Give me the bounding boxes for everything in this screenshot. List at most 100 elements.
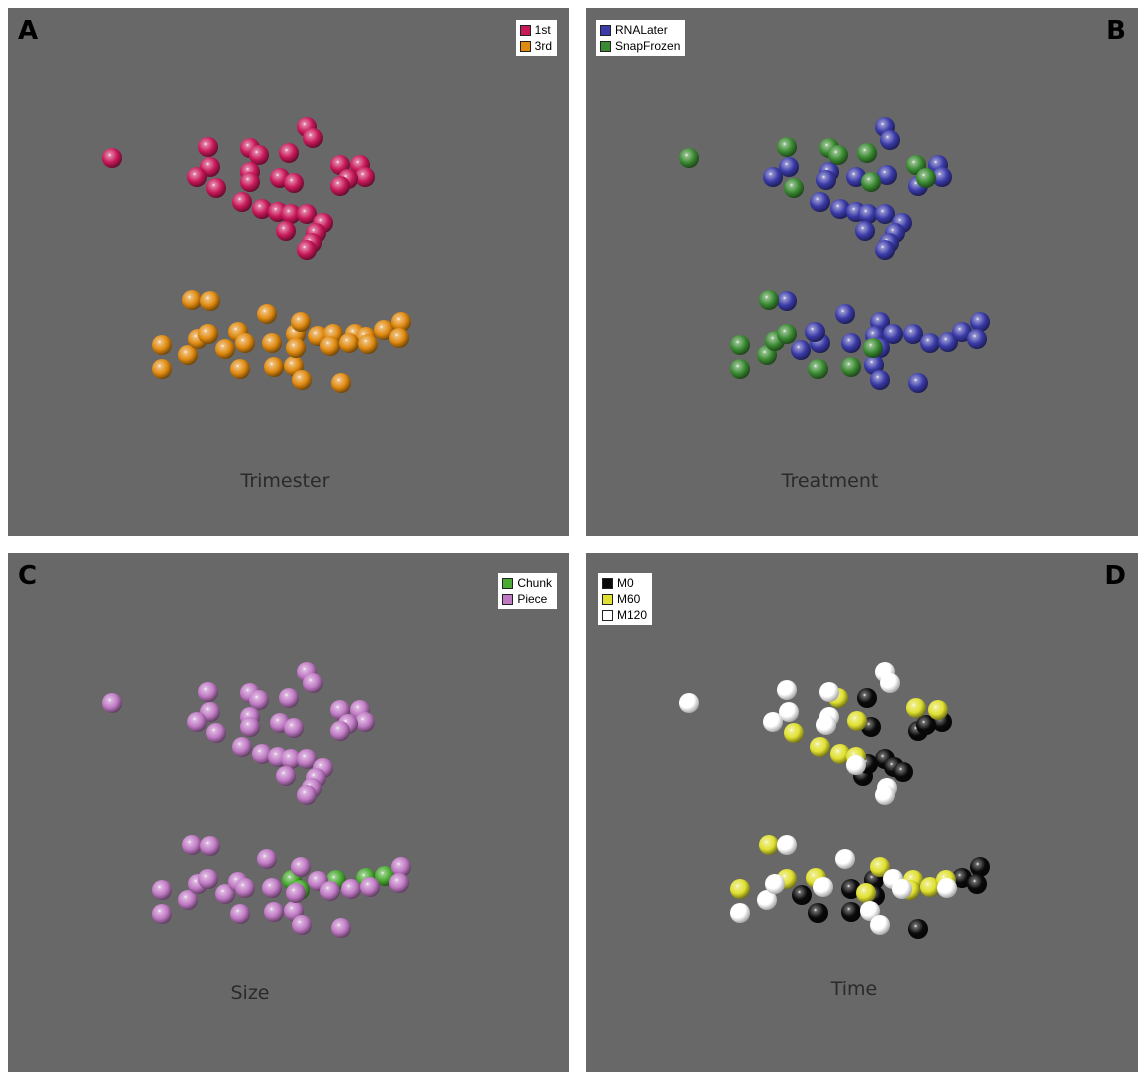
sphere-1st [284, 173, 304, 193]
sphere-3rd [198, 324, 218, 344]
sphere-1st [297, 204, 317, 224]
sphere-snapfrozen [916, 168, 936, 188]
sphere-piece [279, 688, 299, 708]
panel-caption: Size [230, 982, 270, 1004]
sphere-m0 [792, 885, 812, 905]
legend-swatch [502, 593, 514, 605]
sphere-snapfrozen [841, 357, 861, 377]
legend-swatch [602, 577, 613, 589]
sphere-3rd [358, 334, 378, 354]
legend-swatch [602, 593, 613, 605]
sphere-1st [303, 128, 323, 148]
sphere-rnalater [932, 167, 952, 187]
sphere-1st [276, 221, 296, 241]
sphere-rnalater [903, 324, 923, 344]
sphere-rnalater [858, 204, 878, 224]
sphere-piece [276, 766, 296, 786]
sphere-snapfrozen [730, 359, 750, 379]
sphere-3rd [257, 304, 277, 324]
sphere-rnalater [880, 130, 900, 150]
sphere-snapfrozen [861, 172, 881, 192]
sphere-3rd [200, 291, 220, 311]
sphere-piece [252, 744, 272, 764]
panel-caption: Trimester [240, 470, 330, 492]
sphere-3rd [235, 333, 255, 353]
panel-size: C Chunk Piece Size [8, 553, 569, 1072]
sphere-1st [249, 145, 269, 165]
sphere-rnalater [816, 170, 836, 190]
panel-letter: D [1104, 561, 1126, 591]
panel-time: D M0 M60 M120 Time [586, 553, 1138, 1072]
sphere-3rd [320, 336, 340, 356]
legend-label: M0 [617, 576, 634, 590]
sphere-piece [198, 682, 218, 702]
panel-caption: Time [830, 978, 878, 1000]
sphere-snapfrozen [777, 324, 797, 344]
sphere-rnalater [841, 333, 861, 353]
sphere-snapfrozen [784, 178, 804, 198]
legend-label: M120 [617, 608, 648, 622]
legend: 1st 3rd [515, 20, 557, 56]
sphere-3rd [286, 338, 306, 358]
sphere-m60 [847, 711, 867, 731]
sphere-rnalater [952, 322, 972, 342]
sphere-rnalater [763, 167, 783, 187]
sphere-3rd [152, 335, 172, 355]
sphere-m60 [759, 835, 779, 855]
sphere-m120 [765, 874, 785, 894]
sphere-1st [198, 137, 218, 157]
sphere-m120 [816, 715, 836, 735]
legend-item: SnapFrozen [600, 38, 680, 54]
legend-swatch [602, 609, 613, 621]
sphere-rnalater [970, 312, 990, 332]
legend-label: SnapFrozen [615, 39, 681, 53]
sphere-rnalater [835, 304, 855, 324]
sphere-piece [152, 880, 172, 900]
points-treatment [679, 117, 990, 393]
sphere-m120 [880, 673, 900, 693]
sphere-piece [102, 693, 122, 713]
legend-swatch [519, 24, 531, 36]
sphere-piece [178, 890, 198, 910]
legend-swatch [519, 40, 531, 52]
sphere-piece [284, 718, 304, 738]
legend-swatch [600, 40, 611, 52]
sphere-piece [240, 717, 260, 737]
sphere-m120 [679, 693, 699, 713]
sphere-1st [187, 167, 207, 187]
sphere-rnalater [870, 370, 890, 390]
points-time [679, 662, 990, 939]
sphere-piece [152, 904, 172, 924]
legend-item: M60 [602, 591, 647, 607]
sphere-piece [297, 785, 317, 805]
sphere-piece [206, 723, 226, 743]
sphere-3rd [391, 312, 411, 332]
legend-label: Piece [517, 592, 548, 606]
sphere-rnalater [810, 192, 830, 212]
sphere-m60 [810, 737, 830, 757]
sphere-rnalater [805, 322, 825, 342]
sphere-snapfrozen [777, 137, 797, 157]
sphere-snapfrozen [857, 143, 877, 163]
legend-swatch [600, 24, 611, 36]
sphere-1st [330, 176, 350, 196]
legend-label: RNALater [615, 23, 668, 37]
sphere-1st [232, 192, 252, 212]
sphere-piece [249, 690, 269, 710]
sphere-snapfrozen [759, 290, 779, 310]
sphere-3rd [389, 328, 409, 348]
sphere-piece [303, 673, 323, 693]
panel-letter: A [18, 16, 39, 46]
legend-item: RNALater [600, 22, 680, 38]
sphere-m120 [763, 712, 783, 732]
sphere-1st [297, 240, 317, 260]
sphere-rnalater [864, 355, 884, 375]
sphere-snapfrozen [828, 145, 848, 165]
panel-letter: C [18, 561, 38, 591]
legend-item: M0 [602, 575, 647, 591]
sphere-piece [286, 883, 306, 903]
sphere-rnalater [875, 204, 895, 224]
sphere-m120 [870, 915, 890, 935]
sphere-piece [215, 884, 235, 904]
sphere-rnalater [938, 332, 958, 352]
